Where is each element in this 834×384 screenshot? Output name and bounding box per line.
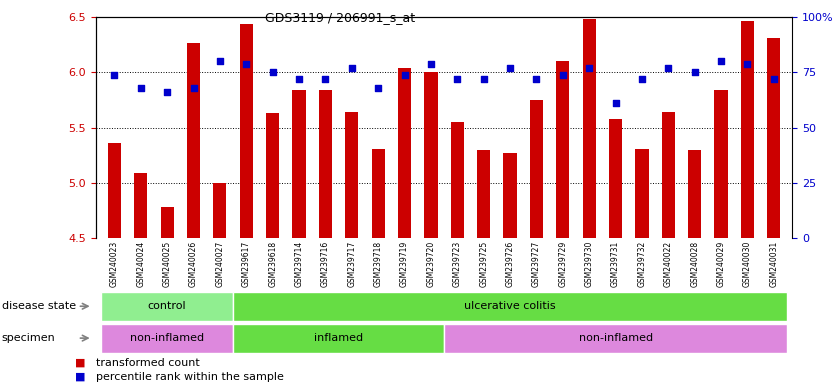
- Bar: [233, 324, 444, 353]
- Bar: [319, 90, 332, 238]
- Text: GSM239729: GSM239729: [558, 241, 567, 287]
- Point: [609, 100, 622, 106]
- Text: GSM240022: GSM240022: [664, 241, 673, 287]
- Bar: [741, 21, 754, 238]
- Bar: [444, 324, 787, 353]
- Text: GSM239717: GSM239717: [347, 241, 356, 287]
- Text: GSM240024: GSM240024: [136, 241, 145, 287]
- Point: [293, 76, 306, 82]
- Text: GSM240031: GSM240031: [769, 241, 778, 287]
- Bar: [504, 153, 516, 238]
- Text: GSM240027: GSM240027: [215, 241, 224, 287]
- Point: [504, 65, 517, 71]
- Text: non-inflamed: non-inflamed: [130, 333, 204, 343]
- Text: ■: ■: [75, 372, 86, 382]
- Bar: [160, 207, 173, 238]
- Text: GSM240026: GSM240026: [189, 241, 198, 287]
- Bar: [583, 20, 595, 238]
- Text: ulcerative colitis: ulcerative colitis: [465, 301, 556, 311]
- Bar: [556, 61, 570, 238]
- Bar: [239, 24, 253, 238]
- Text: GSM239617: GSM239617: [242, 241, 251, 287]
- Point: [266, 70, 279, 76]
- Bar: [530, 100, 543, 238]
- Bar: [767, 38, 781, 238]
- Text: inflamed: inflamed: [314, 333, 363, 343]
- Text: GSM239726: GSM239726: [505, 241, 515, 287]
- Bar: [688, 150, 701, 238]
- Bar: [101, 292, 233, 321]
- Point: [319, 76, 332, 82]
- Text: GSM240030: GSM240030: [743, 241, 752, 287]
- Text: GSM240025: GSM240025: [163, 241, 172, 287]
- Text: specimen: specimen: [2, 333, 55, 343]
- Text: GSM239723: GSM239723: [453, 241, 462, 287]
- Text: GSM239727: GSM239727: [532, 241, 541, 287]
- Text: GSM239719: GSM239719: [400, 241, 409, 287]
- Point: [688, 70, 701, 76]
- Bar: [450, 122, 464, 238]
- Text: GSM239716: GSM239716: [321, 241, 330, 287]
- Point: [187, 85, 200, 91]
- Text: GSM239731: GSM239731: [611, 241, 620, 287]
- Point: [530, 76, 543, 82]
- Bar: [609, 119, 622, 238]
- Text: GSM240029: GSM240029: [716, 241, 726, 287]
- Bar: [661, 112, 675, 238]
- Bar: [293, 90, 305, 238]
- Point: [160, 89, 173, 96]
- Text: GSM239730: GSM239730: [585, 241, 594, 287]
- Bar: [134, 173, 148, 238]
- Point: [134, 85, 148, 91]
- Bar: [101, 324, 233, 353]
- Text: disease state: disease state: [2, 301, 76, 311]
- Text: GSM239725: GSM239725: [480, 241, 488, 287]
- Text: GSM240023: GSM240023: [110, 241, 119, 287]
- Bar: [477, 150, 490, 238]
- Text: ■: ■: [75, 358, 86, 368]
- Point: [239, 61, 253, 67]
- Point: [214, 58, 227, 65]
- Point: [477, 76, 490, 82]
- Bar: [266, 113, 279, 238]
- Point: [556, 71, 570, 78]
- Bar: [233, 292, 787, 321]
- Bar: [108, 143, 121, 238]
- Text: GSM239714: GSM239714: [294, 241, 304, 287]
- Text: non-inflamed: non-inflamed: [579, 333, 653, 343]
- Bar: [214, 183, 227, 238]
- Bar: [372, 149, 384, 238]
- Bar: [187, 43, 200, 238]
- Text: GDS3119 / 206991_s_at: GDS3119 / 206991_s_at: [264, 12, 414, 25]
- Bar: [345, 112, 359, 238]
- Bar: [715, 90, 728, 238]
- Point: [371, 85, 384, 91]
- Point: [345, 65, 359, 71]
- Point: [398, 71, 411, 78]
- Point: [767, 76, 781, 82]
- Text: GSM239732: GSM239732: [637, 241, 646, 287]
- Point: [425, 61, 438, 67]
- Text: transformed count: transformed count: [96, 358, 199, 368]
- Text: GSM239720: GSM239720: [426, 241, 435, 287]
- Point: [741, 61, 754, 67]
- Text: control: control: [148, 301, 187, 311]
- Bar: [425, 73, 438, 238]
- Text: GSM239718: GSM239718: [374, 241, 383, 287]
- Bar: [398, 68, 411, 238]
- Point: [636, 76, 649, 82]
- Point: [582, 65, 595, 71]
- Text: percentile rank within the sample: percentile rank within the sample: [96, 372, 284, 382]
- Point: [450, 76, 464, 82]
- Text: GSM239618: GSM239618: [269, 241, 277, 287]
- Bar: [636, 149, 649, 238]
- Point: [108, 71, 121, 78]
- Point: [715, 58, 728, 65]
- Point: [661, 65, 675, 71]
- Text: GSM240028: GSM240028: [691, 241, 699, 287]
